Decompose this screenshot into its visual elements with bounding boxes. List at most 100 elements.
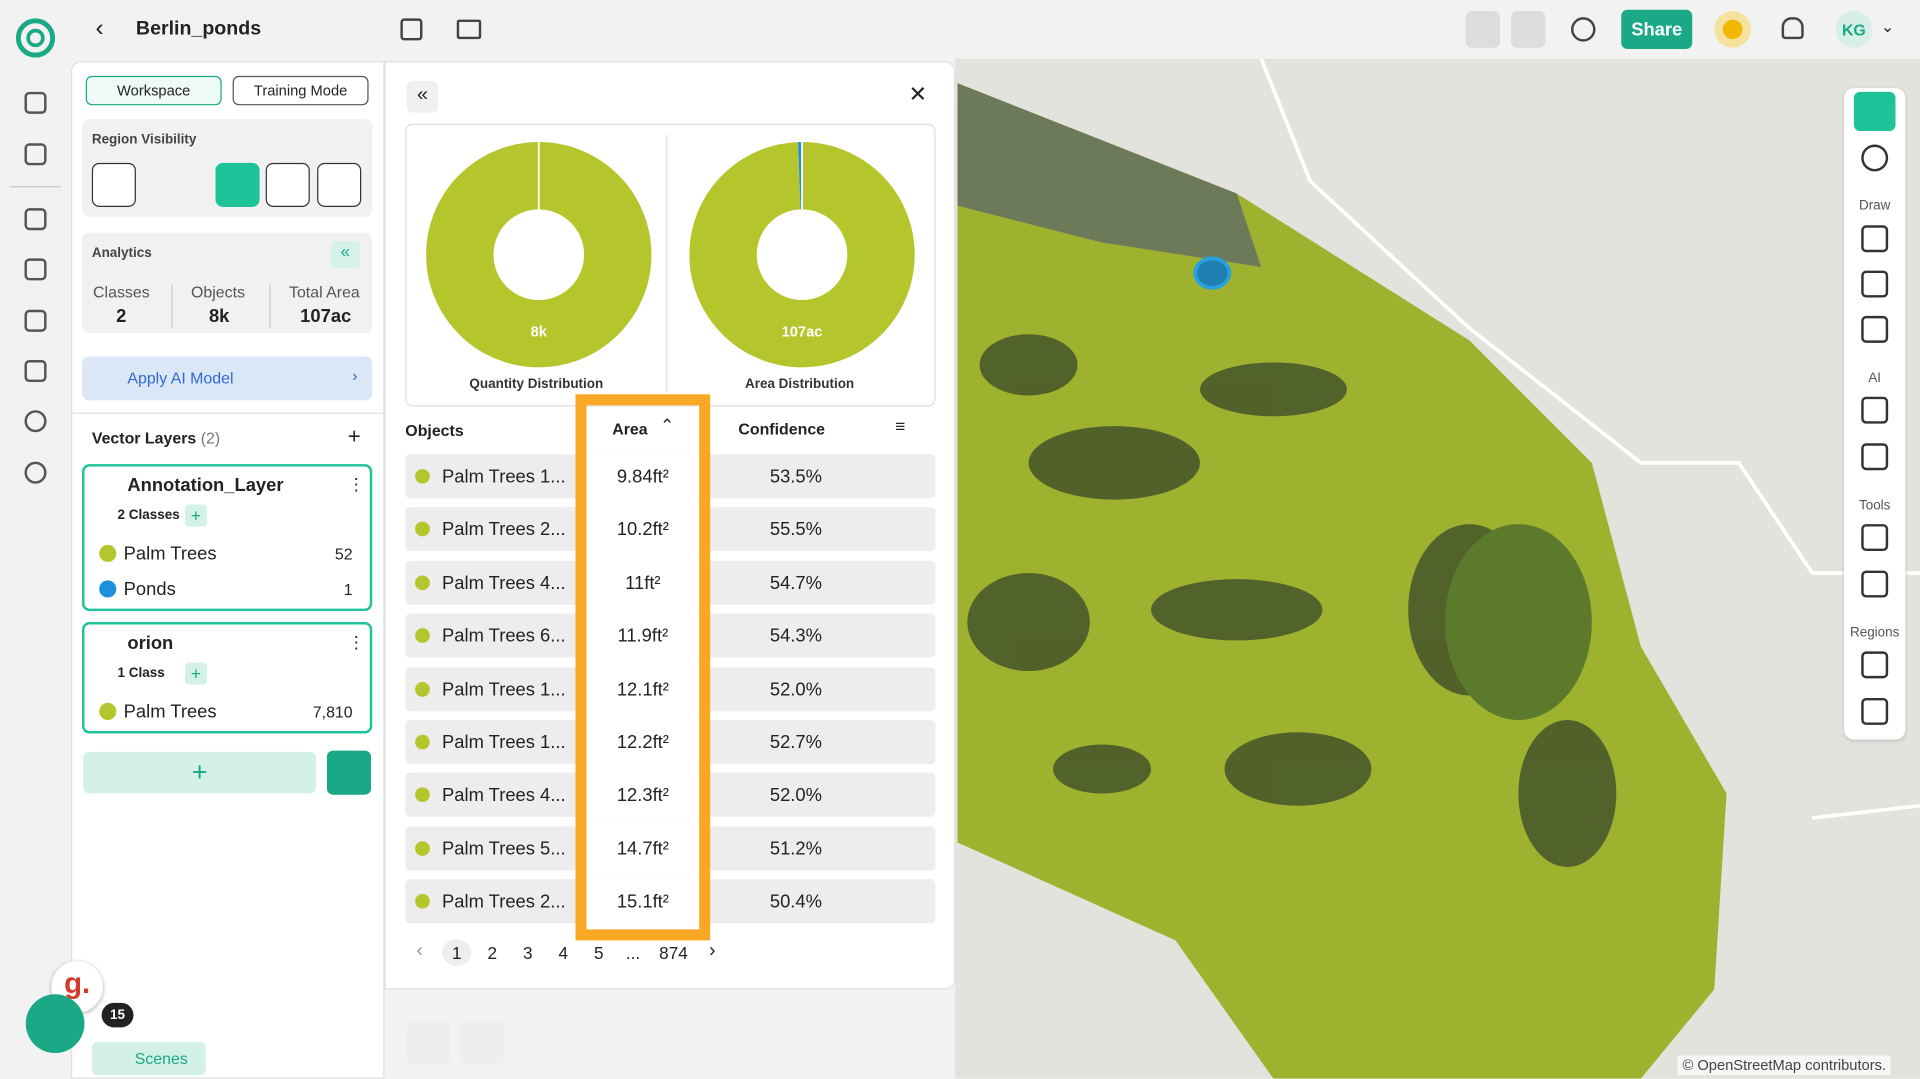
- user-menu[interactable]: ⌄: [1880, 17, 1895, 36]
- project-title: Berlin_ponds: [135, 18, 262, 40]
- measure-tool[interactable]: [1861, 524, 1889, 552]
- add-class[interactable]: +: [184, 504, 207, 527]
- area-value: 9.84ft²: [616, 466, 669, 488]
- header-confidence[interactable]: Confidence: [738, 420, 826, 439]
- ai-detect-tool[interactable]: [1861, 396, 1889, 424]
- region-ai[interactable]: [265, 162, 310, 207]
- add-class[interactable]: +: [184, 662, 207, 685]
- region-ai-tool[interactable]: [1861, 651, 1889, 679]
- page-link[interactable]: 3: [522, 942, 533, 963]
- layer-menu[interactable]: ⋮: [347, 631, 365, 652]
- files-icon[interactable]: [24, 208, 47, 231]
- classes-label: 2 Classes: [117, 508, 180, 523]
- page-link[interactable]: 2: [487, 942, 498, 963]
- export-layer[interactable]: [326, 750, 372, 795]
- polygon-tool[interactable]: [1861, 270, 1889, 298]
- area-value: 12.3ft²: [616, 785, 669, 807]
- globe-icon[interactable]: [24, 461, 47, 484]
- add-layer[interactable]: +: [347, 423, 361, 449]
- collapse-panel[interactable]: «: [406, 80, 439, 113]
- header-area[interactable]: Area: [612, 420, 648, 439]
- tools-label: Tools: [1858, 498, 1891, 514]
- class-name: Ponds: [123, 579, 176, 601]
- map-icon[interactable]: [24, 360, 47, 383]
- ai-label: AI: [1868, 371, 1882, 386]
- dashboard-icon[interactable]: [24, 91, 47, 114]
- donut-title: Area Distribution: [745, 376, 854, 391]
- divider: [71, 412, 385, 414]
- stat-label: Classes: [93, 282, 150, 302]
- donut-title: Quantity Distribution: [469, 376, 603, 391]
- region-satellite[interactable]: [317, 162, 362, 207]
- rect-tool[interactable]: [1861, 225, 1889, 253]
- object-name: Palm Trees 5...: [442, 838, 566, 860]
- page-link[interactable]: 874: [659, 942, 688, 963]
- notifications[interactable]: [1781, 17, 1804, 40]
- confidence-value: 51.2%: [769, 838, 822, 860]
- page-link[interactable]: 4: [558, 942, 569, 963]
- region-history[interactable]: [91, 162, 136, 207]
- location-button[interactable]: [406, 1021, 451, 1066]
- row-dot: [415, 468, 430, 484]
- analytics-label: Analytics: [91, 246, 152, 261]
- area-cell-bg: [586, 879, 700, 924]
- vertex-tool[interactable]: [1861, 315, 1889, 343]
- next-page[interactable]: ›: [708, 940, 716, 962]
- draw-label: Draw: [1858, 198, 1891, 214]
- chat-button[interactable]: [25, 994, 85, 1054]
- page-link[interactable]: 1: [442, 939, 472, 967]
- pan-tool[interactable]: [1861, 144, 1889, 172]
- region-full[interactable]: [215, 162, 260, 207]
- undo-button[interactable]: [1465, 11, 1501, 48]
- workspace-tab[interactable]: Workspace: [85, 75, 222, 106]
- object-name: Palm Trees 4...: [442, 572, 566, 594]
- stat-value: 8k: [208, 306, 230, 327]
- user-avatar[interactable]: KG: [1835, 11, 1873, 48]
- training-mode-tab[interactable]: Training Mode: [232, 75, 369, 106]
- new-layer[interactable]: +: [83, 751, 316, 794]
- data-icon[interactable]: [24, 309, 47, 332]
- layer-menu[interactable]: ⋮: [347, 473, 365, 494]
- prev-page[interactable]: ‹: [416, 940, 423, 962]
- row-dot: [415, 734, 430, 750]
- page-link[interactable]: ...: [625, 942, 641, 963]
- close-panel[interactable]: ✕: [908, 82, 928, 107]
- select-tool[interactable]: [1853, 91, 1896, 132]
- folder-button[interactable]: [456, 19, 482, 40]
- header-objects: Objects: [405, 421, 464, 440]
- confidence-value: 52.0%: [769, 785, 822, 807]
- stat-divider: [171, 284, 173, 329]
- class-count: 52: [334, 544, 353, 564]
- class-dot: [99, 702, 117, 721]
- filter-icon[interactable]: ≡: [895, 416, 906, 436]
- page-link[interactable]: 5: [593, 942, 604, 963]
- layer-name: Annotation_Layer: [127, 475, 284, 496]
- cart-icon[interactable]: [24, 143, 47, 166]
- share-button[interactable]: Share: [1621, 9, 1693, 49]
- scenes-button[interactable]: Scenes: [91, 1042, 206, 1076]
- left-panel: [71, 61, 385, 1079]
- apply-ai-model[interactable]: Apply AI Model ›: [82, 356, 373, 401]
- 3d-icon[interactable]: [24, 410, 47, 433]
- vector-layers-count: (2): [200, 428, 221, 447]
- divider: [9, 186, 62, 188]
- area-cell-bg: [586, 720, 700, 765]
- pen-tool[interactable]: [1861, 570, 1889, 598]
- area-cell-bg: [586, 826, 700, 871]
- area-cell-bg: [586, 613, 700, 658]
- collapse-analytics[interactable]: «: [330, 241, 361, 269]
- sort-icon: ⌃: [660, 415, 675, 435]
- layers-button[interactable]: [460, 1021, 505, 1066]
- area-column-highlight: [575, 394, 711, 941]
- save-button[interactable]: [400, 18, 423, 41]
- theme-button[interactable]: [1714, 11, 1752, 48]
- back-button[interactable]: ‹: [95, 14, 104, 42]
- map: [955, 58, 1920, 1079]
- ai-segment-tool[interactable]: [1861, 443, 1889, 471]
- models-icon[interactable]: [24, 258, 47, 281]
- object-name: Palm Trees 4...: [442, 785, 566, 807]
- region-full-tool[interactable]: [1861, 697, 1889, 725]
- history-button[interactable]: [1571, 17, 1596, 42]
- redo-button[interactable]: [1511, 11, 1546, 48]
